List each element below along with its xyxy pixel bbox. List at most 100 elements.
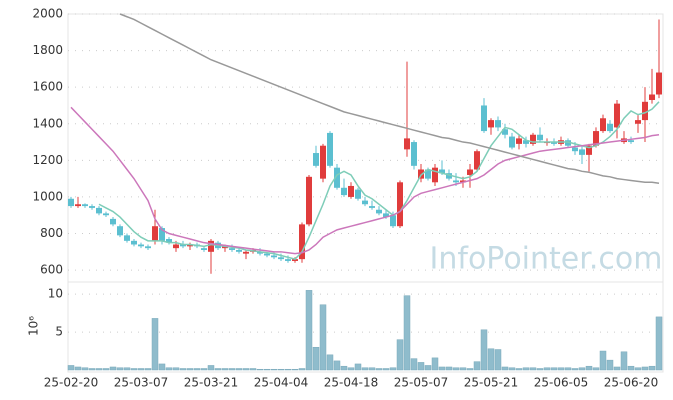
volume-bar [193, 368, 201, 371]
candle-body [180, 244, 186, 247]
volume-bar [501, 366, 509, 371]
volume-bar [627, 365, 635, 371]
candle-body [334, 167, 340, 188]
volume-tick-label: 10 [48, 287, 63, 301]
volume-bar [396, 339, 404, 371]
candle-body [488, 120, 494, 128]
volume-bar [634, 367, 642, 371]
x-tick-label: 25-04-18 [324, 376, 378, 390]
candle-body [257, 251, 263, 254]
y-tick-label: 1600 [32, 80, 63, 94]
x-tick-label: 25-06-05 [534, 376, 588, 390]
candle-body [306, 176, 312, 225]
candle-body [551, 142, 557, 144]
candle-body [264, 253, 270, 256]
candle-body [222, 246, 228, 249]
x-tick-label: 25-05-07 [394, 376, 448, 390]
volume-bar [200, 368, 208, 371]
candle-body [229, 248, 235, 250]
candle-body [607, 123, 613, 132]
candle-body [138, 244, 144, 247]
volume-bar [221, 368, 229, 371]
volume-bar [571, 368, 579, 371]
candle-body [369, 206, 375, 208]
volume-bar [641, 366, 649, 371]
candle-body [397, 182, 403, 227]
volume-bar [473, 361, 481, 371]
volume-bar [578, 367, 586, 371]
volume-bar [452, 367, 460, 371]
volume-bar [445, 366, 453, 371]
candle-body [376, 209, 382, 214]
volume-bar [382, 368, 390, 371]
y-tick-label: 1200 [32, 153, 63, 167]
volume-bar [228, 368, 236, 371]
x-tick-label: 25-03-07 [114, 376, 168, 390]
candle-body [341, 187, 347, 196]
candle-body [299, 224, 305, 260]
candle-body [96, 207, 102, 214]
volume-bar [431, 357, 439, 371]
candle-body [530, 134, 536, 144]
volume-panel [67, 281, 664, 373]
candle-body [649, 94, 655, 100]
volume-bar [347, 367, 355, 371]
volume-bar [655, 316, 663, 371]
candle-body [320, 145, 326, 179]
volume-bar [361, 367, 369, 371]
volume-bar [305, 290, 313, 371]
volume-bar [263, 368, 271, 371]
volume-bar [494, 349, 502, 371]
volume-bar [284, 368, 292, 371]
candle-body [103, 213, 109, 216]
candle-body [565, 140, 571, 146]
candle-body [593, 131, 599, 146]
volume-bar [102, 368, 110, 371]
volume-bar [158, 363, 166, 371]
candle-body [656, 72, 662, 95]
candle-body [82, 204, 88, 207]
candle-body [124, 235, 130, 241]
y-tick-label: 1800 [32, 43, 63, 57]
candle-body [313, 153, 319, 166]
volume-bar [340, 365, 348, 371]
candle-body [572, 147, 578, 152]
y-tick-label: 2000 [32, 7, 63, 21]
candle-body [495, 120, 501, 128]
candle-body [236, 249, 242, 252]
candle-body [362, 200, 368, 205]
volume-bar [130, 368, 138, 371]
volume-bar [333, 360, 341, 371]
candle-body [201, 248, 207, 250]
candle-body [89, 206, 95, 208]
volume-bar [74, 366, 82, 371]
volume-bar [466, 368, 474, 371]
volume-bar [186, 368, 194, 371]
volume-bar [487, 348, 495, 371]
x-tick-label: 25-03-21 [184, 376, 238, 390]
x-tick-label: 25-04-04 [254, 376, 308, 390]
candle-body [446, 173, 452, 179]
volume-bar [389, 367, 397, 371]
volume-bar [249, 368, 257, 371]
volume-bar [81, 367, 89, 371]
volume-bar [144, 368, 152, 371]
volume-bar [592, 367, 600, 371]
candle-body [278, 257, 284, 260]
candle-body [390, 215, 396, 227]
volume-bar [438, 366, 446, 371]
volume-bar [270, 368, 278, 371]
candle-body [355, 189, 361, 199]
ma-line [98, 101, 660, 260]
volume-bar [564, 367, 572, 371]
candle-body [642, 101, 648, 121]
x-tick-label: 25-05-21 [464, 376, 518, 390]
x-tick-label: 25-06-20 [604, 376, 658, 390]
volume-bar [326, 354, 334, 371]
candle-body [516, 138, 522, 144]
y-tick-label: 1000 [32, 189, 63, 203]
candle-body [460, 180, 466, 183]
volume-bar [515, 368, 523, 371]
x-tick-label: 25-02-20 [44, 376, 98, 390]
candle-body [579, 149, 585, 155]
